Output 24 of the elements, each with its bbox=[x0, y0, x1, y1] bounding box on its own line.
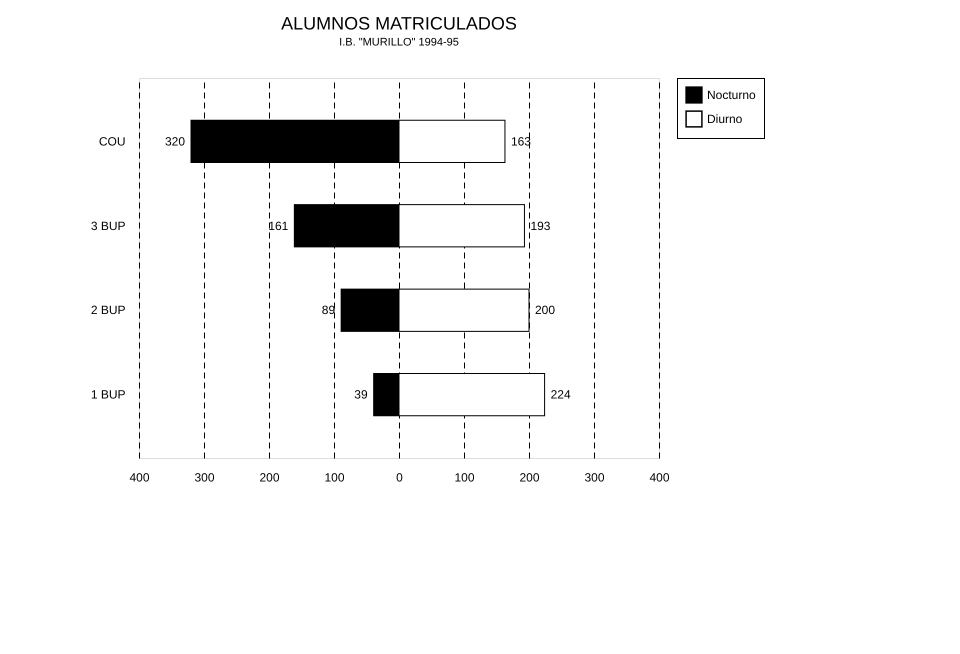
chart-title: ALUMNOS MATRICULADOS bbox=[281, 14, 517, 34]
x-tick-label: 200 bbox=[259, 470, 280, 484]
y-tick-label: 2 BUP bbox=[90, 303, 126, 318]
data-label: 39 bbox=[354, 388, 368, 402]
x-tick-label: 400 bbox=[649, 470, 670, 484]
data-label: 161 bbox=[268, 218, 289, 233]
data-label: 224 bbox=[550, 388, 571, 402]
y-tick-label: 3 BUP bbox=[90, 218, 126, 233]
x-tick-label: 100 bbox=[454, 470, 475, 484]
data-label: 320 bbox=[164, 134, 186, 148]
data-label: 89 bbox=[322, 303, 336, 318]
data-label: 200 bbox=[535, 303, 556, 318]
x-tick-label: 0 bbox=[396, 470, 404, 484]
legend-label: Nocturno bbox=[707, 88, 756, 102]
x-tick-label: 300 bbox=[584, 470, 605, 484]
chart-subtitle: I.B. "MURILLO" 1994-95 bbox=[339, 36, 459, 48]
x-tick-label: 200 bbox=[519, 470, 540, 484]
y-tick-label: COU bbox=[98, 134, 126, 148]
data-label: 193 bbox=[530, 218, 551, 233]
x-tick-label: 300 bbox=[194, 470, 215, 484]
legend-label: Diurno bbox=[707, 112, 743, 126]
x-tick-label: 400 bbox=[129, 470, 150, 484]
y-tick-label: 1 BUP bbox=[90, 388, 126, 402]
x-tick-label: 100 bbox=[324, 470, 345, 484]
